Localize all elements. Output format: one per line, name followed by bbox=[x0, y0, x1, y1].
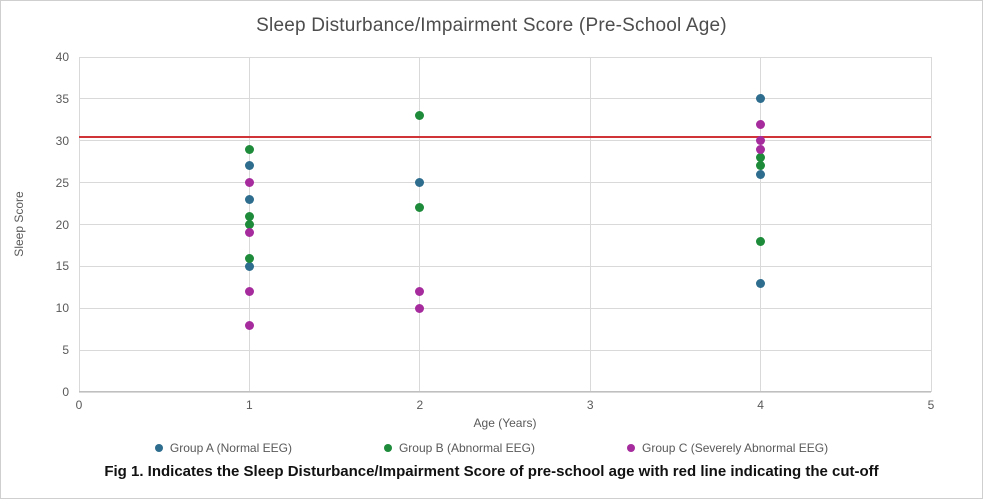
y-tick-label: 15 bbox=[55, 259, 69, 274]
data-point bbox=[244, 144, 254, 154]
y-gridline bbox=[79, 349, 931, 351]
y-tick-label: 40 bbox=[55, 50, 69, 64]
x-axis-line bbox=[79, 391, 931, 392]
legend-item: Group A (Normal EEG) bbox=[154, 441, 292, 455]
data-point bbox=[756, 161, 766, 171]
y-tick-label: 0 bbox=[62, 385, 69, 399]
data-point bbox=[244, 287, 254, 296]
data-point bbox=[244, 161, 254, 171]
y-gridline bbox=[79, 265, 931, 267]
data-point bbox=[244, 211, 254, 221]
legend-marker bbox=[383, 444, 392, 452]
y-gridline bbox=[79, 224, 931, 225]
data-point bbox=[244, 194, 254, 204]
data-point bbox=[756, 119, 766, 129]
data-point bbox=[244, 261, 254, 271]
legend-label: Group C (Severely Abnormal EEG) bbox=[642, 441, 829, 455]
legend-marker bbox=[627, 444, 636, 452]
data-point bbox=[244, 320, 254, 330]
data-point bbox=[756, 278, 766, 288]
y-tick-label: 20 bbox=[55, 217, 69, 232]
y-tick-label: 35 bbox=[55, 91, 69, 106]
data-point bbox=[756, 169, 766, 179]
plot-area bbox=[78, 56, 932, 393]
x-tick-label: 2 bbox=[416, 398, 424, 412]
legend-item: Group C (Severely Abnormal EEG) bbox=[627, 441, 828, 455]
x-axis-title: Age (Years) bbox=[473, 416, 537, 430]
x-gridline bbox=[589, 57, 591, 392]
figure-caption: Fig 1. Indicates the Sleep Disturbance/I… bbox=[104, 463, 879, 480]
data-point bbox=[415, 178, 425, 188]
data-point bbox=[244, 253, 254, 263]
legend-marker bbox=[154, 444, 163, 452]
data-point bbox=[244, 178, 254, 188]
y-gridline bbox=[79, 182, 931, 184]
legend: Group A (Normal EEG) Group B (Abnormal EE… bbox=[1, 441, 982, 455]
data-point bbox=[415, 303, 425, 313]
x-gridline bbox=[760, 57, 762, 392]
x-gridline bbox=[78, 57, 80, 392]
y-tick-label: 30 bbox=[55, 133, 69, 148]
y-gridline bbox=[79, 307, 931, 309]
data-point bbox=[415, 203, 425, 213]
y-tick-label: 5 bbox=[62, 343, 69, 358]
data-point bbox=[244, 228, 254, 238]
y-axis-title: Sleep Score bbox=[12, 191, 26, 257]
data-point bbox=[415, 111, 425, 121]
legend-label: Group B (Abnormal EEG) bbox=[398, 441, 536, 455]
chart-title: Sleep Disturbance/Impairment Score (Pre-… bbox=[256, 15, 727, 36]
x-tick-label: 1 bbox=[246, 398, 253, 412]
x-tick-label: 5 bbox=[927, 398, 935, 412]
y-gridline bbox=[79, 140, 931, 142]
y-tick-label: 25 bbox=[55, 175, 69, 190]
data-point bbox=[756, 236, 766, 246]
y-gridline bbox=[79, 56, 931, 58]
y-tick-label: 10 bbox=[55, 301, 69, 316]
cutoff-line bbox=[79, 135, 931, 138]
data-point bbox=[244, 220, 254, 229]
data-point bbox=[415, 287, 425, 296]
data-point bbox=[756, 144, 766, 154]
x-gridline bbox=[930, 57, 932, 392]
y-gridline bbox=[79, 391, 931, 393]
legend-label: Group A (Normal EEG) bbox=[169, 441, 292, 455]
data-point bbox=[756, 153, 766, 162]
y-gridline bbox=[79, 98, 931, 100]
data-point bbox=[756, 94, 766, 104]
data-point bbox=[756, 136, 766, 146]
x-tick-label: 3 bbox=[586, 398, 594, 412]
x-tick-label: 0 bbox=[75, 398, 83, 412]
x-tick-label: 4 bbox=[757, 398, 764, 412]
x-gridline bbox=[419, 57, 421, 392]
legend-item: Group B (Abnormal EEG) bbox=[383, 441, 536, 455]
